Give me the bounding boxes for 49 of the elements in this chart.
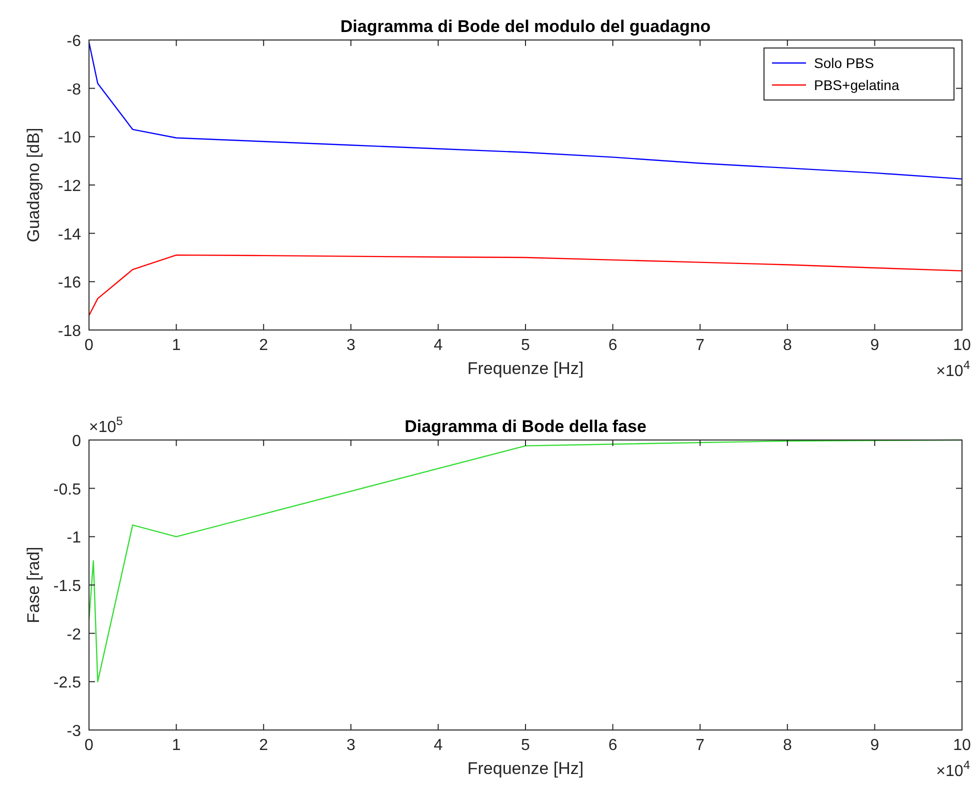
- y-axis-title: Fase [rad]: [24, 546, 43, 624]
- x-tick-label: 6: [608, 737, 618, 754]
- y-tick-label: -6: [66, 33, 82, 50]
- text: ×10$^{4}$: [936, 758, 970, 780]
- text: ×10$^{4}$: [936, 358, 970, 380]
- x-tick-label: 2: [259, 337, 268, 354]
- x-axis-title: Frequenze [Hz]: [467, 359, 584, 378]
- x-tick-label: 6: [608, 337, 618, 354]
- x-tick-label: 4: [434, 337, 443, 354]
- x-tick-label: 3: [346, 337, 356, 354]
- x-tick-label: 0: [84, 737, 94, 754]
- x-tick-label: 5: [521, 737, 530, 754]
- x-tick-label: 1: [172, 337, 181, 354]
- chart-title: Diagramma di Bode del modulo del guadagno: [340, 17, 711, 36]
- x-tick-label: 0: [84, 337, 94, 354]
- y-tick-label: -10: [58, 130, 82, 147]
- x-tick-label: 10: [953, 737, 971, 754]
- x-axis-title: Frequenze [Hz]: [467, 759, 584, 778]
- legend-label: PBS+gelatina: [814, 77, 900, 93]
- y-tick-label: 0: [72, 433, 82, 450]
- y-tick-label: -0.5: [53, 481, 82, 498]
- y-axis-title: Guadagno [dB]: [24, 128, 43, 242]
- y-tick-label: -1: [66, 530, 82, 547]
- x-tick-label: 4: [434, 737, 443, 754]
- x-tick-label: 1: [172, 737, 181, 754]
- y-tick-label: -16: [58, 274, 82, 292]
- x-tick-label: 3: [346, 737, 356, 754]
- y-tick-label: -2.5: [53, 674, 82, 692]
- x-tick-label: 8: [782, 337, 792, 354]
- x-tick-label: 7: [696, 737, 705, 754]
- y-tick-label: -3: [66, 723, 82, 740]
- x-tick-label: 9: [870, 737, 880, 754]
- x-tick-label: 5: [521, 337, 530, 354]
- x-tick-label: 10: [953, 337, 971, 354]
- x-tick-label: 9: [870, 337, 880, 354]
- legend-label: Solo PBS: [814, 55, 874, 71]
- y-tick-label: -18: [58, 323, 82, 340]
- x-tick-label: 2: [259, 737, 268, 754]
- y-tick-label: -12: [58, 178, 82, 195]
- x-tick-label: 8: [782, 737, 792, 754]
- text: ×10$^{5}$: [89, 414, 124, 436]
- chart-title: Diagramma di Bode della fase: [404, 417, 646, 436]
- y-tick-label: -2: [66, 626, 82, 644]
- y-tick-label: -14: [58, 226, 82, 244]
- line-series: [88, 254, 963, 316]
- y-tick-label: -8: [66, 81, 82, 98]
- x-tick-label: 7: [696, 337, 705, 354]
- line-series: [88, 42, 963, 180]
- y-tick-label: -1.5: [53, 578, 82, 595]
